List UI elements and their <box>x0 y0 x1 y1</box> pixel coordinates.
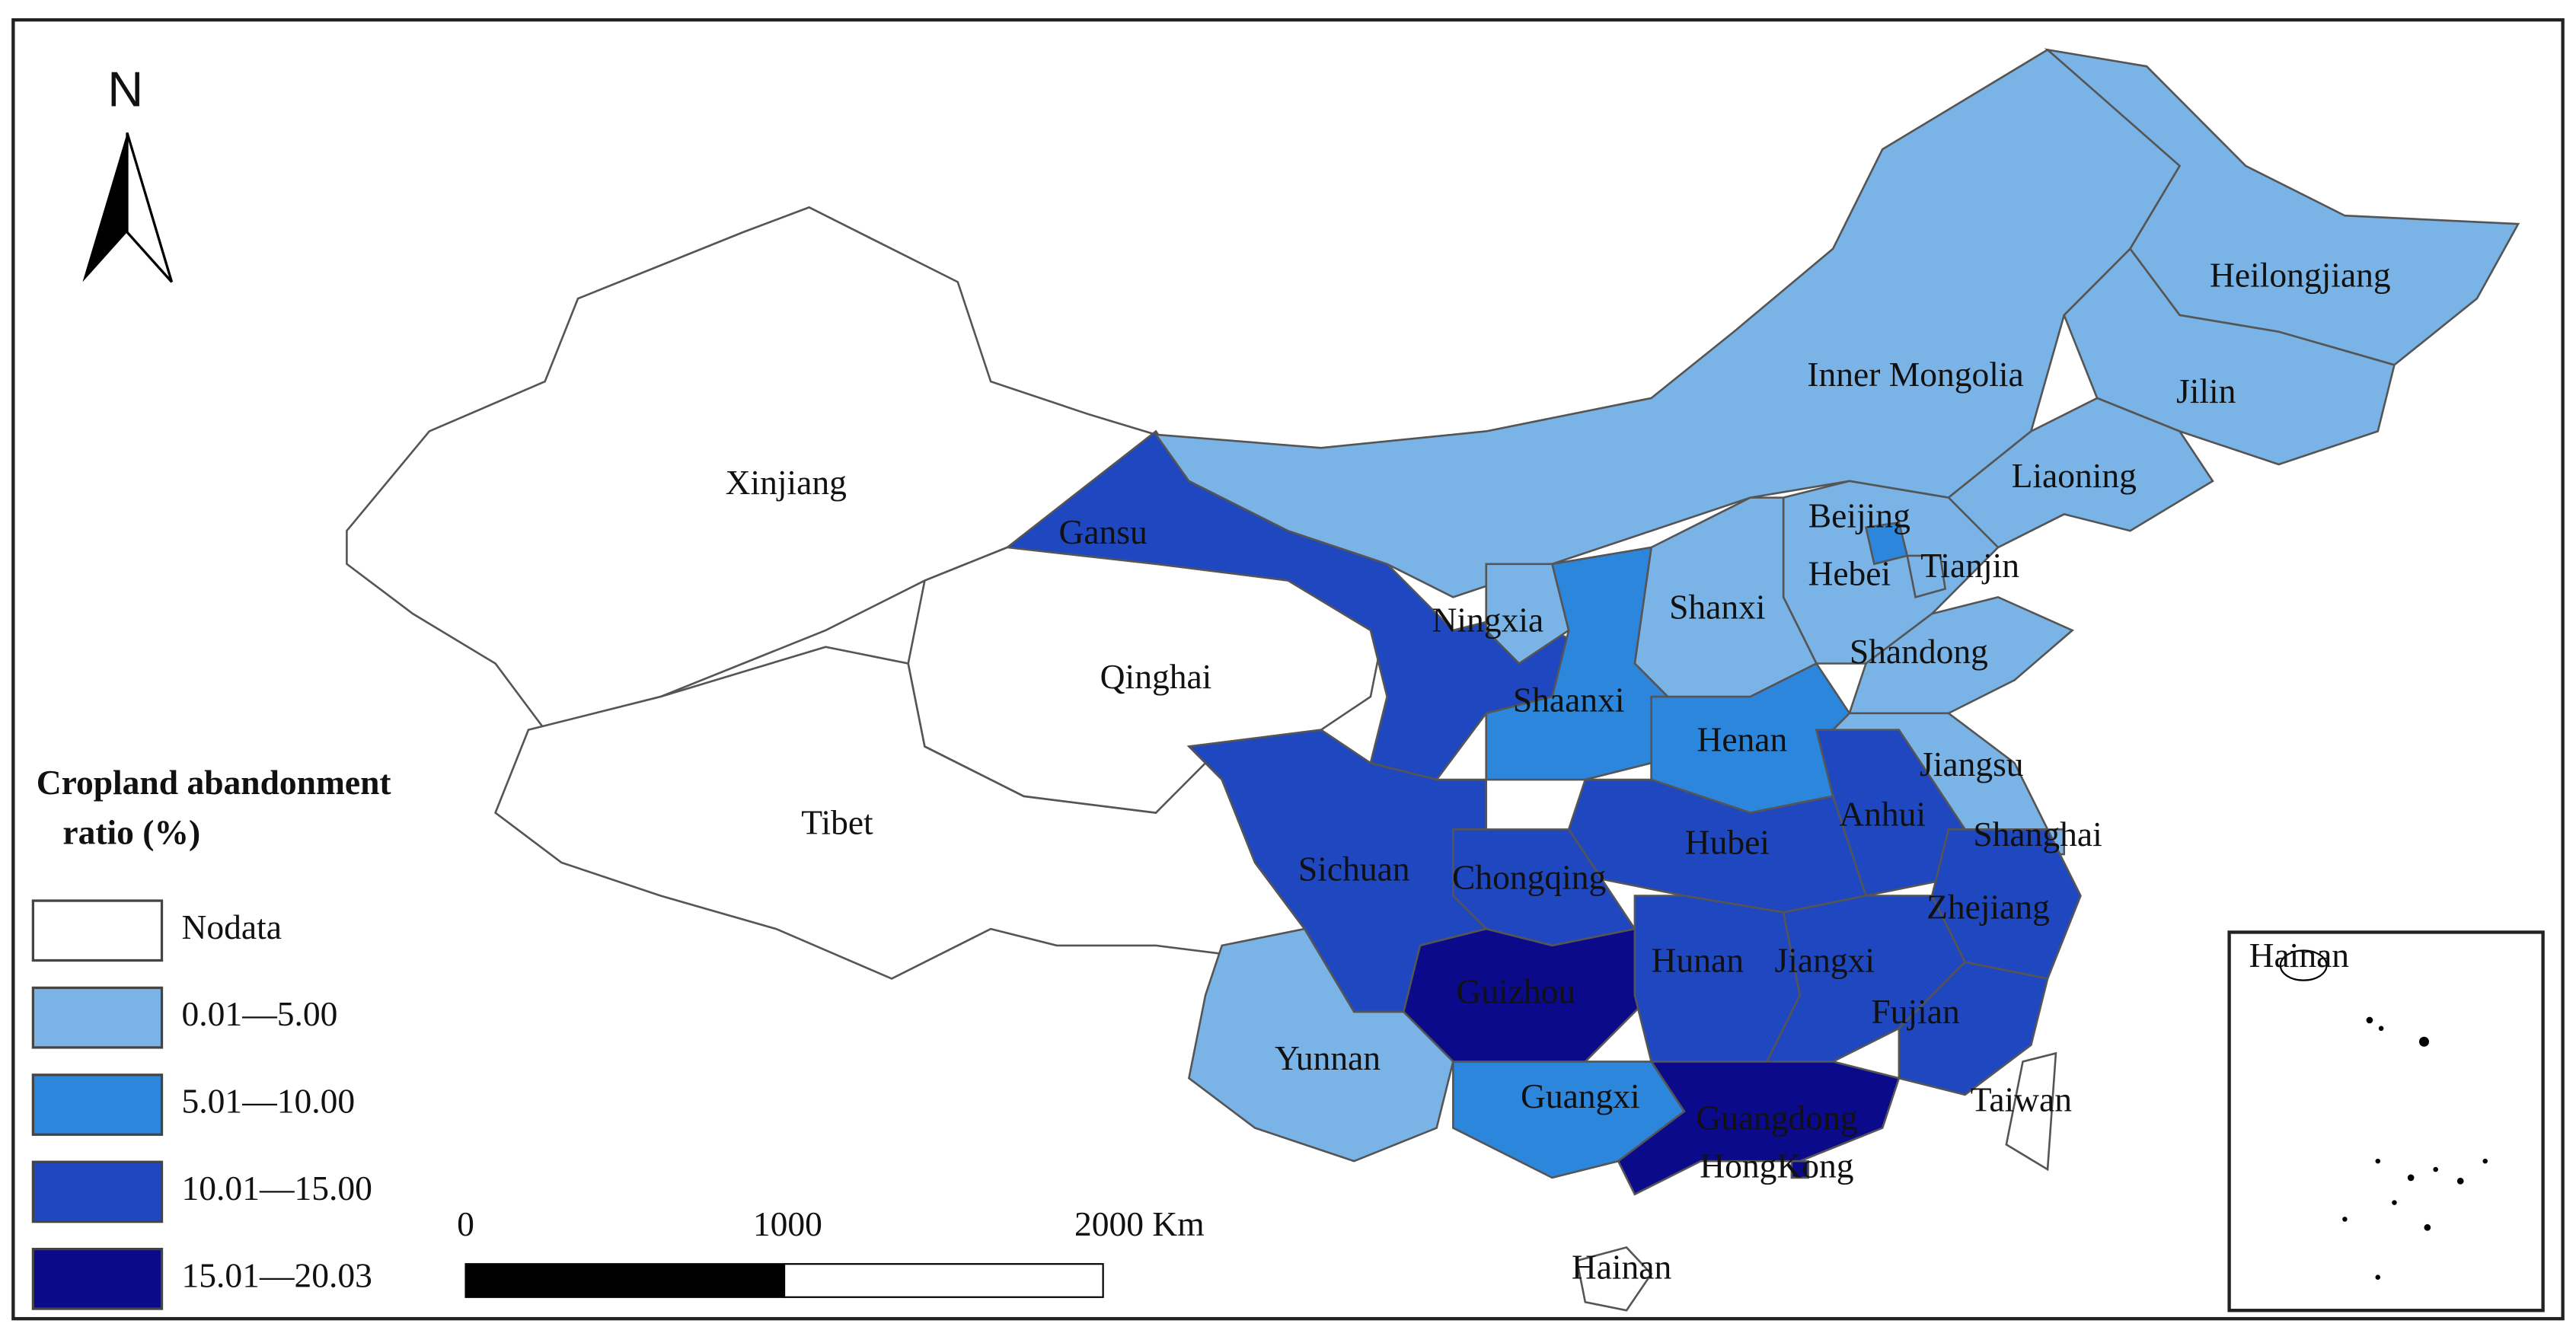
province <box>1187 927 1454 1163</box>
province-label: Shandong <box>1850 632 1988 671</box>
province-label: Liaoning <box>2012 456 2137 495</box>
legend-label: 5.01—10.00 <box>182 1081 356 1120</box>
province-label: Gansu <box>1058 512 1147 551</box>
province-label: Yunnan <box>1275 1038 1381 1077</box>
province-label: HongKong <box>1700 1146 1853 1185</box>
province-label: Hebei <box>1808 554 1891 593</box>
legend-swatch <box>31 899 164 962</box>
legend-swatch <box>31 986 164 1049</box>
province-label: Shanghai <box>1973 815 2102 853</box>
inset-islands <box>2342 1016 2488 1280</box>
province-label: Fujian <box>1871 992 1960 1031</box>
province-label: Henan <box>1697 719 1787 758</box>
legend-swatch <box>31 1073 164 1136</box>
inset-label: Hainan <box>2249 936 2350 975</box>
scale-label: 0 <box>457 1204 474 1243</box>
arrow-left <box>82 132 127 282</box>
legend-swatch <box>31 1247 164 1310</box>
scale-label: 1000 <box>753 1204 822 1243</box>
province <box>1485 563 1570 665</box>
inset-frame <box>2227 930 2545 1313</box>
province-label: Shaanxi <box>1513 680 1625 719</box>
inset: Hainan <box>2227 930 2545 1313</box>
province-label: Zhejiang <box>1926 888 2050 927</box>
province-label: Anhui <box>1839 795 1926 834</box>
inset-island <box>2279 949 2328 981</box>
province <box>1186 729 1489 1013</box>
legend-swatch <box>31 1160 164 1223</box>
province <box>1946 397 2214 549</box>
legend-label: 0.01—5.00 <box>182 994 338 1033</box>
province-label: Taiwan <box>1971 1080 2072 1118</box>
province-label: Guangdong <box>1696 1098 1857 1137</box>
north-arrow: N <box>82 61 174 283</box>
province-label: Hunan <box>1652 940 1744 979</box>
province <box>1790 1160 1809 1179</box>
legend-title: Cropland abandonment <box>37 763 391 802</box>
province-label: Sichuan <box>1298 849 1410 888</box>
province-label: Guizhou <box>1456 972 1575 1011</box>
arrow-right <box>126 132 174 283</box>
legend-title: ratio (%) <box>62 812 200 851</box>
province <box>1617 1061 1901 1196</box>
province <box>1575 1246 1653 1312</box>
map-frame <box>11 18 2565 1321</box>
province-label: Qinghai <box>1100 657 1212 696</box>
province-label: Tianjin <box>1920 546 2019 585</box>
north-label: N <box>107 61 143 116</box>
province-label: Jiangsu <box>1920 745 2024 783</box>
province-label: Hubei <box>1685 823 1770 862</box>
legend-label: 15.01—20.03 <box>182 1255 372 1294</box>
scale-segment <box>783 1263 1104 1298</box>
legend-label: Nodata <box>182 908 282 946</box>
province-label: Jilin <box>2176 372 2236 410</box>
scale-label: 2000 Km <box>1074 1204 1205 1243</box>
province-label: Ningxia <box>1432 601 1544 640</box>
province-label: Chongqing <box>1452 857 1606 896</box>
province-label: Jiangxi <box>1775 940 1875 979</box>
province-label: Xinjiang <box>726 463 847 502</box>
legend-label: 10.01—15.00 <box>182 1169 372 1207</box>
province-label: Inner Mongolia <box>1807 355 2023 394</box>
province <box>1906 554 1947 598</box>
legend: Cropland abandonment ratio (%) Nodata 0.0… <box>31 763 391 1310</box>
province-label: Beijing <box>1808 496 1910 534</box>
scale-bar: 0 1000 2000 Km <box>457 1204 1205 1298</box>
province <box>2044 48 2520 366</box>
province-label: Hainan <box>1572 1247 1672 1286</box>
province-label: Tibet <box>801 802 873 841</box>
province <box>2005 1051 2057 1172</box>
province-labels: Xinjiang Tibet Qinghai Gansu Inner Mongolia H… <box>726 255 2391 1286</box>
province-label: Shanxi <box>1669 587 1765 626</box>
province-label: Heilongjiang <box>2210 255 2391 294</box>
provinces <box>346 48 2520 1312</box>
province-label: Guangxi <box>1521 1077 1640 1115</box>
scale-segment <box>464 1263 786 1298</box>
